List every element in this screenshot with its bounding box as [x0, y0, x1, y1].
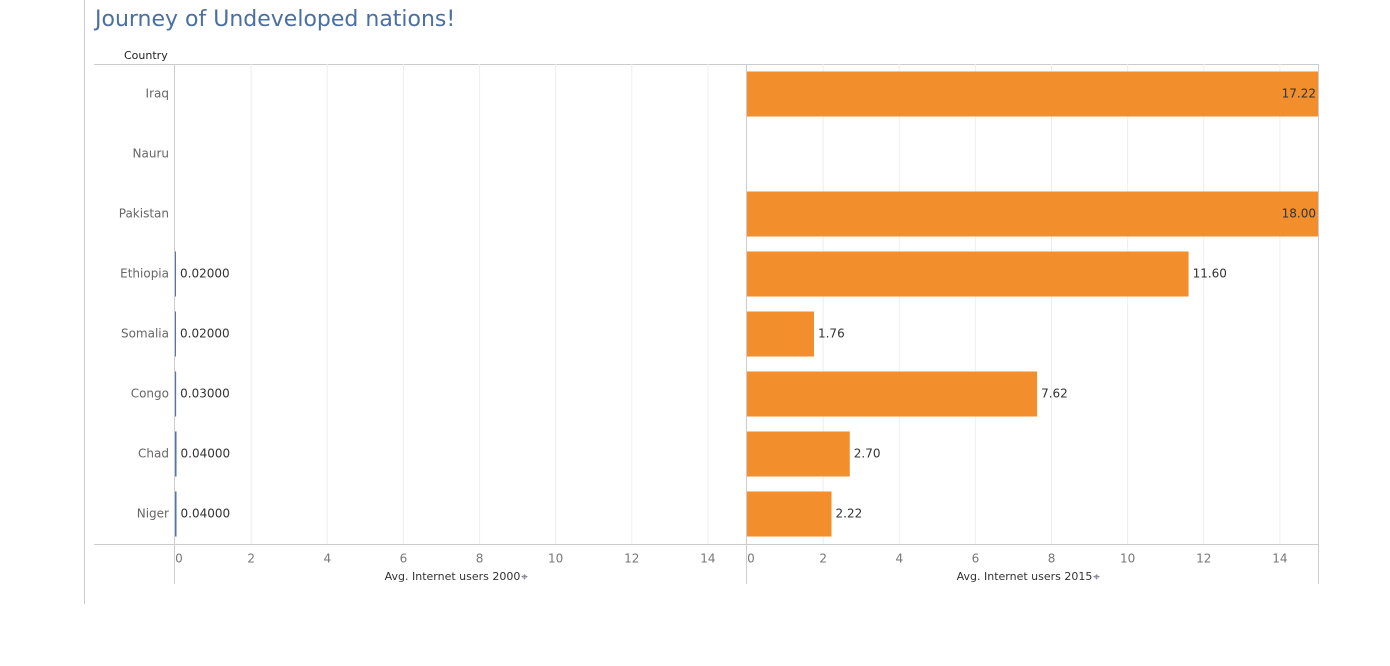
value-label: 0.04000	[181, 507, 231, 521]
x-tick-label: 0	[747, 552, 755, 566]
x-tick-label: 10	[1120, 552, 1135, 566]
category-label: Nauru	[133, 147, 169, 161]
value-label: 18.00	[1282, 207, 1316, 221]
bar	[747, 371, 1038, 417]
bar	[175, 491, 177, 537]
x-tick-label: 0	[175, 552, 183, 566]
category-label: Niger	[137, 507, 169, 521]
category-label: Chad	[138, 447, 169, 461]
bar	[747, 191, 1318, 237]
value-label: 7.62	[1041, 387, 1068, 401]
bar	[747, 431, 850, 477]
x-tick-label: 8	[476, 552, 484, 566]
bar	[175, 431, 177, 477]
x-tick-label: 2	[819, 552, 827, 566]
bar	[175, 251, 176, 297]
value-label: 0.02000	[180, 327, 230, 341]
x-axis-title: Avg. Internet users 2015	[957, 570, 1093, 583]
x-tick-label: 12	[1196, 552, 1211, 566]
category-label: Congo	[131, 387, 169, 401]
value-label: 0.03000	[180, 387, 230, 401]
value-label: 2.70	[854, 447, 881, 461]
chart-title: Journey of Undeveloped nations!	[93, 7, 455, 32]
pin-icon: ⌖	[1093, 570, 1100, 584]
x-axis-title: Avg. Internet users 2000	[385, 570, 521, 583]
category-label: Iraq	[146, 87, 169, 101]
x-tick-label: 10	[548, 552, 563, 566]
bar	[747, 251, 1189, 297]
x-tick-label: 4	[895, 552, 903, 566]
x-tick-label: 6	[972, 552, 980, 566]
pin-icon: ⌖	[521, 570, 528, 584]
category-label: Pakistan	[119, 207, 169, 221]
bar	[747, 491, 832, 537]
value-label: 11.60	[1193, 267, 1227, 281]
x-tick-label: 12	[624, 552, 639, 566]
bar	[747, 311, 814, 357]
bar	[747, 71, 1318, 117]
value-label: 0.02000	[180, 267, 230, 281]
value-label: 17.22	[1282, 87, 1316, 101]
category-label: Ethiopia	[120, 267, 169, 281]
x-tick-label: 6	[400, 552, 408, 566]
bars	[175, 251, 177, 537]
bar	[175, 311, 176, 357]
value-label: 1.76	[818, 327, 845, 341]
category-header: Country	[124, 49, 168, 62]
x-tick-label: 14	[1272, 552, 1287, 566]
x-tick-label: 4	[323, 552, 331, 566]
x-tick-label: 2	[247, 552, 255, 566]
bars	[747, 71, 1318, 537]
bar	[175, 371, 177, 417]
value-label: 2.22	[836, 507, 863, 521]
value-label: 0.04000	[181, 447, 231, 461]
x-tick-label: 8	[1048, 552, 1056, 566]
x-tick-label: 14	[700, 552, 715, 566]
category-label: Somalia	[121, 327, 169, 341]
